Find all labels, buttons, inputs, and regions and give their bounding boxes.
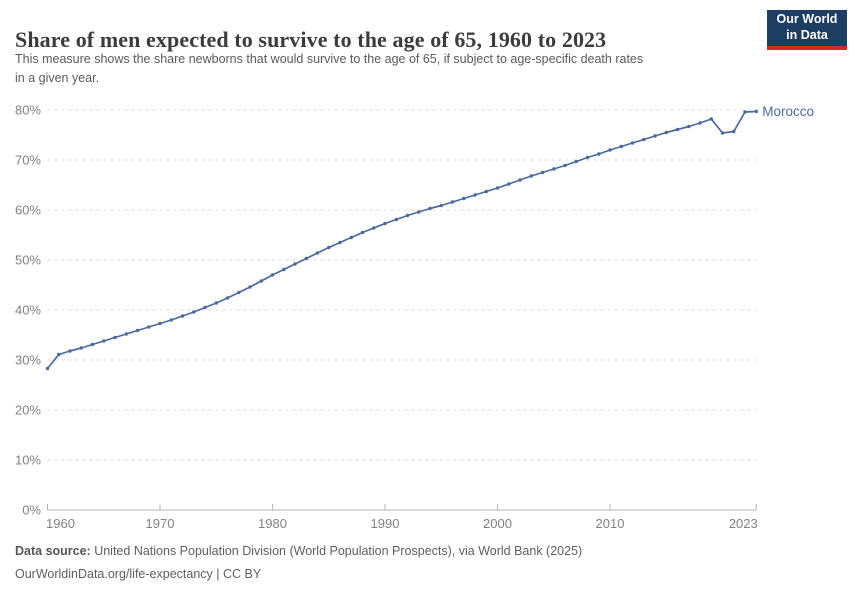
data-point[interactable] <box>248 285 252 289</box>
data-point[interactable] <box>473 193 477 197</box>
data-point[interactable] <box>45 366 50 371</box>
data-point[interactable] <box>405 213 410 218</box>
data-point[interactable] <box>642 137 646 142</box>
y-axis: 0% 10% 20% 30% 40% 50% 60% 70% 80% <box>15 103 41 518</box>
data-point[interactable] <box>687 124 691 129</box>
data-point[interactable] <box>135 328 140 333</box>
footer-license: OurWorldinData.org/life-expectancy | CC … <box>15 567 261 581</box>
data-point[interactable] <box>158 321 162 326</box>
data-point[interactable] <box>495 186 500 190</box>
y-tick-label: 60% <box>15 203 41 218</box>
owid-logo[interactable]: Our World in Data <box>767 10 847 50</box>
data-point[interactable] <box>349 235 353 240</box>
x-tick-label: 2010 <box>596 516 625 531</box>
x-tick-label: 1980 <box>258 516 287 531</box>
data-point[interactable] <box>574 159 578 164</box>
page-subtitle: This measure shows the share newborns th… <box>15 52 644 86</box>
data-point[interactable] <box>675 127 680 132</box>
data-point[interactable] <box>214 301 218 305</box>
data-point[interactable] <box>439 203 443 208</box>
y-tick-label: 80% <box>15 103 41 118</box>
data-point[interactable] <box>225 296 230 300</box>
data-point[interactable] <box>450 200 455 204</box>
data-point[interactable] <box>720 131 725 135</box>
data-point[interactable] <box>360 230 365 235</box>
y-tick-label: 0% <box>22 503 41 518</box>
data-point[interactable] <box>754 109 758 114</box>
data-point[interactable] <box>203 305 207 310</box>
owid-logo-line2: in Data <box>786 28 828 42</box>
data-point[interactable] <box>147 325 151 329</box>
data-point[interactable] <box>732 129 736 134</box>
data-point[interactable] <box>709 117 713 121</box>
x-axis: 1960 1970 1980 1990 2000 2010 2023 <box>46 504 758 531</box>
owid-logo-line1: Our World <box>776 12 838 27</box>
page-title: Share of men expected to survive to the … <box>15 26 607 52</box>
y-tick-label: 40% <box>15 303 41 318</box>
data-point[interactable] <box>743 110 747 114</box>
x-tick-label: 1960 <box>46 516 75 531</box>
data-point[interactable] <box>597 152 601 156</box>
data-point[interactable] <box>664 130 668 135</box>
y-tick-label: 10% <box>15 453 41 468</box>
data-point[interactable] <box>484 189 488 194</box>
data-point[interactable] <box>417 210 421 214</box>
x-tick-label: 1990 <box>371 516 400 531</box>
data-point[interactable] <box>608 148 612 152</box>
data-point[interactable] <box>102 339 106 343</box>
data-point[interactable] <box>192 310 196 314</box>
data-point[interactable] <box>552 167 556 171</box>
y-tick-label: 50% <box>15 253 41 268</box>
data-point[interactable] <box>180 314 185 318</box>
data-point[interactable] <box>90 342 95 347</box>
y-tick-label: 20% <box>15 403 41 418</box>
data-point[interactable] <box>630 141 635 145</box>
data-point[interactable] <box>518 178 522 182</box>
y-tick-label: 30% <box>15 353 41 368</box>
data-point[interactable] <box>304 256 308 261</box>
data-point[interactable] <box>282 267 286 272</box>
data-point[interactable] <box>585 155 590 160</box>
data-point[interactable] <box>529 174 533 178</box>
data-point[interactable] <box>57 352 61 357</box>
entity-label-group: Morocco <box>762 104 814 119</box>
series-line[interactable] <box>46 110 758 370</box>
data-point[interactable] <box>293 262 297 266</box>
data-point[interactable] <box>428 206 432 211</box>
data-point[interactable] <box>327 245 331 250</box>
data-point[interactable] <box>653 134 657 138</box>
data-point[interactable] <box>259 279 263 283</box>
license-text[interactable]: OurWorldinData.org/life-expectancy | CC … <box>15 567 262 581</box>
data-point[interactable] <box>372 226 376 230</box>
data-point[interactable] <box>619 144 623 149</box>
y-tick-label: 70% <box>15 153 41 168</box>
datasource-text: United Nations Population Division (Worl… <box>90 544 583 558</box>
data-point[interactable] <box>394 217 398 222</box>
data-point[interactable] <box>462 196 466 201</box>
x-tick-label: 2000 <box>483 516 512 531</box>
data-point[interactable] <box>540 170 545 175</box>
data-point[interactable] <box>169 318 173 322</box>
data-point[interactable] <box>124 332 128 336</box>
data-point[interactable] <box>315 251 320 255</box>
gridlines <box>47 109 757 461</box>
data-point[interactable] <box>270 273 275 277</box>
data-point[interactable] <box>383 221 387 226</box>
x-tick-label: 2023 <box>729 516 758 531</box>
chart-canvas[interactable]: 0%10%20%30%40%50%60%70%80% 1960 1970 1980 1… <box>0 95 850 540</box>
data-point[interactable] <box>507 182 511 186</box>
entity-label-morocco[interactable]: Morocco <box>762 104 814 119</box>
datasource-label: Data source: <box>15 544 91 558</box>
data-point[interactable] <box>237 290 241 295</box>
data-line <box>45 109 758 371</box>
footer-datasource: Data source: United Nations Population D… <box>15 544 582 558</box>
data-point[interactable] <box>79 346 84 350</box>
data-point[interactable] <box>113 335 117 340</box>
data-point[interactable] <box>68 349 72 353</box>
data-point[interactable] <box>338 240 342 245</box>
data-point[interactable] <box>698 121 702 125</box>
data-point[interactable] <box>563 163 567 168</box>
x-tick-label: 1970 <box>146 516 175 531</box>
